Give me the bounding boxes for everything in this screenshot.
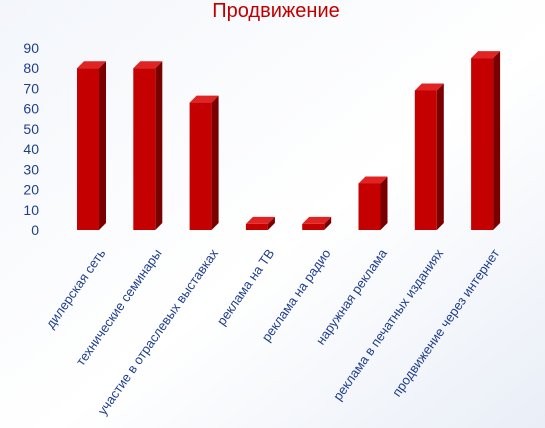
y-tick-label: 50 xyxy=(23,121,39,137)
bar-front xyxy=(471,58,494,230)
bar-front xyxy=(414,90,437,230)
bar xyxy=(414,83,444,230)
bar-side xyxy=(155,61,163,230)
bar xyxy=(133,61,163,230)
bar xyxy=(471,51,501,230)
bar xyxy=(358,176,388,230)
y-tick-label: 40 xyxy=(23,141,39,157)
bar-side xyxy=(211,95,219,230)
bar-front xyxy=(189,102,212,230)
bar-top xyxy=(414,83,444,91)
bar-side xyxy=(324,216,332,230)
bar-series xyxy=(77,51,501,230)
bar-side xyxy=(436,83,444,230)
bar xyxy=(77,61,106,230)
y-tick-label: 10 xyxy=(23,202,39,218)
bar xyxy=(245,216,275,230)
bar-side xyxy=(99,61,106,230)
y-tick-label: 60 xyxy=(23,101,39,117)
bar-front xyxy=(302,223,325,230)
bar-top xyxy=(245,216,275,224)
bar-side xyxy=(267,216,275,230)
bar-front xyxy=(133,68,156,230)
y-tick-label: 90 xyxy=(23,40,39,56)
bar-top xyxy=(77,61,106,69)
y-axis: 0 10 20 30 40 50 60 70 80 90 xyxy=(23,40,39,238)
bar-top xyxy=(302,216,332,224)
bar-front xyxy=(358,183,381,230)
bar xyxy=(189,95,219,230)
y-tick-label: 30 xyxy=(23,161,39,177)
bar-front xyxy=(245,223,268,230)
bar-top xyxy=(358,176,388,184)
y-tick-label: 70 xyxy=(23,80,39,96)
bar-side xyxy=(493,51,501,230)
y-tick-label: 20 xyxy=(23,182,39,198)
bar-side xyxy=(380,176,388,230)
bar-top xyxy=(189,95,219,103)
y-tick-label: 80 xyxy=(23,60,39,76)
chart-title: Продвижение xyxy=(212,0,340,22)
bar-top xyxy=(133,61,163,69)
bar-front xyxy=(77,68,99,230)
bar-top xyxy=(471,51,501,59)
y-tick-label: 0 xyxy=(31,222,39,238)
bar xyxy=(302,216,332,230)
